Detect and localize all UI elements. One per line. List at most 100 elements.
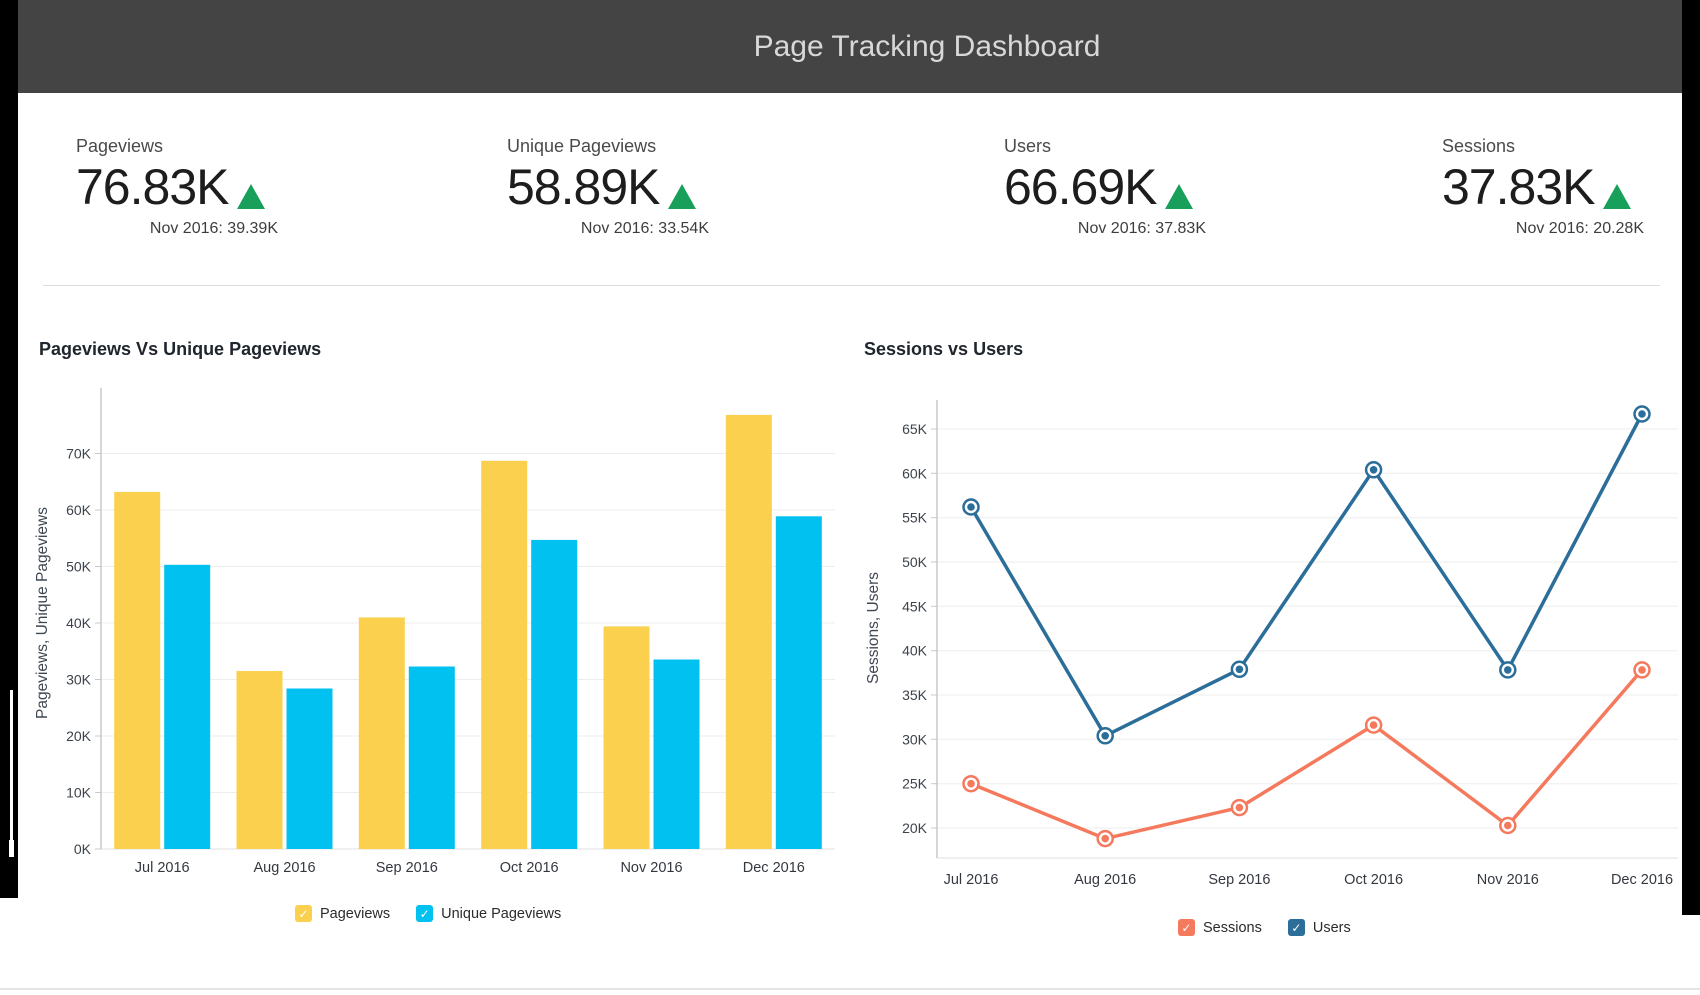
checkbox-checked-icon[interactable]: ✓ bbox=[1178, 919, 1195, 936]
kpi-label: Pageviews bbox=[76, 136, 164, 156]
kpi-value: 66.69K bbox=[1004, 159, 1157, 215]
bar-unique-pageviews-nov-2016[interactable] bbox=[653, 659, 700, 850]
legend-item-sessions[interactable]: ✓ Sessions bbox=[1178, 919, 1262, 936]
left-letterbox-bar bbox=[0, 0, 18, 898]
legend-item-pageviews[interactable]: ✓ Pageviews bbox=[295, 905, 390, 922]
kpi-card-sessions: Sessions 37.83K Nov 2016: 20.28K bbox=[1442, 136, 1644, 238]
svg-text:25K: 25K bbox=[902, 776, 928, 792]
bar-chart-legend: ✓ Pageviews ✓ Unique Pageviews bbox=[295, 905, 587, 922]
x-tick-sep-2016: Sep 2016 bbox=[1208, 872, 1270, 888]
svg-text:50K: 50K bbox=[902, 554, 928, 570]
line-chart-legend: ✓ Sessions ✓ Users bbox=[1178, 919, 1377, 936]
kpi-comparison: Nov 2016: 33.54K bbox=[580, 220, 709, 237]
svg-text:60K: 60K bbox=[902, 465, 928, 481]
kpi-value: 76.83K bbox=[76, 159, 229, 215]
right-letterbox-bar bbox=[1682, 0, 1700, 915]
svg-text:55K: 55K bbox=[902, 510, 928, 526]
svg-text:35K: 35K bbox=[902, 687, 928, 703]
x-tick-dec-2016: Dec 2016 bbox=[1611, 872, 1673, 888]
kpi-label: Unique Pageviews bbox=[507, 136, 657, 156]
trend-up-icon bbox=[237, 184, 266, 209]
point-sessions-jul-2016[interactable] bbox=[962, 774, 980, 793]
line-sessions bbox=[969, 668, 1644, 841]
trend-up-icon bbox=[668, 184, 697, 209]
kpi-comparison: Nov 2016: 39.39K bbox=[149, 220, 278, 237]
x-tick-jul-2016: Jul 2016 bbox=[135, 860, 190, 876]
legend-label: Users bbox=[1312, 919, 1351, 936]
legend-item-users[interactable]: ✓ Users bbox=[1287, 919, 1351, 936]
svg-text:30K: 30K bbox=[902, 731, 928, 747]
x-tick-dec-2016: Dec 2016 bbox=[743, 860, 805, 876]
svg-text:40K: 40K bbox=[66, 615, 92, 631]
legend-item-unique-pageviews[interactable]: ✓ Unique Pageviews bbox=[416, 905, 561, 922]
x-tick-nov-2016: Nov 2016 bbox=[620, 860, 682, 876]
kpi-label: Users bbox=[1004, 136, 1052, 156]
trend-up-icon bbox=[1603, 184, 1632, 209]
point-sessions-sep-2016[interactable] bbox=[1230, 798, 1249, 817]
bar-unique-pageviews-jul-2016[interactable] bbox=[164, 564, 211, 849]
point-sessions-nov-2016[interactable] bbox=[1499, 816, 1517, 835]
point-sessions-dec-2016[interactable] bbox=[1633, 661, 1651, 679]
x-tick-sep-2016: Sep 2016 bbox=[376, 860, 438, 876]
kpi-comparison: Nov 2016: 37.83K bbox=[1077, 220, 1206, 237]
bar-pageviews-oct-2016[interactable] bbox=[481, 460, 528, 849]
svg-text:70K: 70K bbox=[66, 446, 92, 462]
checkbox-checked-icon[interactable]: ✓ bbox=[416, 905, 434, 922]
legend-label: Pageviews bbox=[320, 905, 391, 922]
left-edge-artifact-mark bbox=[9, 840, 14, 857]
legend-label: Unique Pageviews bbox=[441, 905, 562, 922]
bar-pageviews-aug-2016[interactable] bbox=[236, 671, 283, 849]
point-users-oct-2016[interactable] bbox=[1364, 461, 1383, 479]
kpi-label: Sessions bbox=[1442, 136, 1516, 156]
x-tick-aug-2016: Aug 2016 bbox=[1074, 872, 1136, 888]
bar-unique-pageviews-aug-2016[interactable] bbox=[286, 688, 333, 850]
x-tick-aug-2016: Aug 2016 bbox=[253, 860, 315, 876]
kpi-divider-line bbox=[43, 285, 1660, 286]
bar-pageviews-jul-2016[interactable] bbox=[114, 491, 161, 849]
bar-pageviews-sep-2016[interactable] bbox=[358, 617, 405, 850]
kpi-value: 58.89K bbox=[507, 159, 660, 215]
point-users-sep-2016[interactable] bbox=[1230, 660, 1249, 679]
x-tick-oct-2016: Oct 2016 bbox=[1344, 872, 1403, 888]
x-tick-oct-2016: Oct 2016 bbox=[500, 860, 559, 876]
svg-text:0K: 0K bbox=[74, 841, 92, 857]
bar-pageviews-nov-2016[interactable] bbox=[603, 626, 650, 849]
point-users-nov-2016[interactable] bbox=[1499, 661, 1517, 679]
bottom-divider-line bbox=[0, 988, 1700, 990]
kpi-value: 37.83K bbox=[1442, 159, 1595, 215]
svg-text:45K: 45K bbox=[902, 598, 928, 614]
kpi-card-pageviews: Pageviews 76.83K Nov 2016: 39.39K bbox=[76, 136, 278, 238]
point-users-dec-2016[interactable] bbox=[1633, 405, 1651, 423]
line-users bbox=[969, 412, 1644, 738]
svg-text:50K: 50K bbox=[66, 559, 92, 575]
checkbox-checked-icon[interactable]: ✓ bbox=[1287, 919, 1305, 936]
bar-chart-plot: 0K 10K 20K 30K 40K 50K 60K 70K Jul 2016 Aug 2016 S… bbox=[66, 388, 835, 876]
svg-text:10K: 10K bbox=[66, 785, 92, 801]
svg-text:20K: 20K bbox=[902, 820, 928, 836]
x-tick-jul-2016: Jul 2016 bbox=[944, 872, 999, 888]
point-users-aug-2016[interactable] bbox=[1096, 727, 1114, 745]
svg-text:30K: 30K bbox=[66, 672, 92, 688]
line-chart-title: Sessions vs Users bbox=[864, 339, 1024, 359]
left-edge-artifact-line bbox=[10, 690, 13, 840]
page-title: Page Tracking Dashboard bbox=[753, 29, 1101, 63]
bar-unique-pageviews-sep-2016[interactable] bbox=[408, 666, 455, 850]
header-bar: Page Tracking Dashboard bbox=[18, 0, 1682, 93]
kpi-comparison: Nov 2016: 20.28K bbox=[1515, 220, 1644, 237]
bar-unique-pageviews-dec-2016[interactable] bbox=[775, 516, 822, 849]
line-chart-plot: 20K 25K 30K 35K 40K 45K 50K 55K 60K 65K Jul 2016 Au… bbox=[902, 400, 1678, 888]
point-sessions-oct-2016[interactable] bbox=[1364, 716, 1383, 734]
svg-text:40K: 40K bbox=[902, 643, 928, 659]
svg-text:60K: 60K bbox=[66, 502, 92, 518]
checkbox-checked-icon[interactable]: ✓ bbox=[295, 905, 312, 922]
kpi-card-users: Users 66.69K Nov 2016: 37.83K bbox=[1004, 136, 1206, 238]
legend-label: Sessions bbox=[1203, 919, 1262, 936]
svg-text:20K: 20K bbox=[66, 728, 92, 744]
point-users-jul-2016[interactable] bbox=[962, 498, 980, 516]
bar-pageviews-dec-2016[interactable] bbox=[725, 414, 772, 849]
bar-chart-title: Pageviews Vs Unique Pageviews bbox=[39, 339, 322, 359]
bar-unique-pageviews-oct-2016[interactable] bbox=[531, 539, 578, 849]
x-tick-nov-2016: Nov 2016 bbox=[1477, 872, 1539, 888]
point-sessions-aug-2016[interactable] bbox=[1096, 829, 1114, 848]
